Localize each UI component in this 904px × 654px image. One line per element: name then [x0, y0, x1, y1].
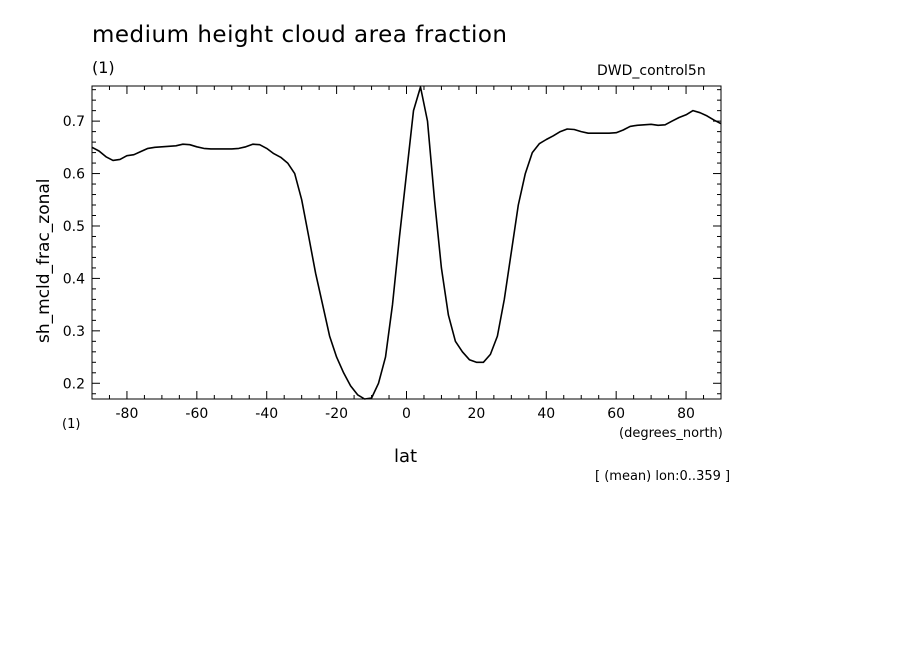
chart-units-label: (1) [92, 58, 115, 77]
dataset-name-label: DWD_control5n [597, 63, 706, 79]
y-tick-label: 0.3 [63, 324, 85, 340]
x-tick-label: 60 [607, 406, 625, 422]
x-tick-label: -60 [185, 406, 208, 422]
averaging-note: [ (mean) lon:0..359 ] [595, 469, 731, 484]
y-tick-label: 0.4 [63, 271, 85, 287]
y-tick-label: 0.2 [63, 376, 85, 392]
chart-title: medium height cloud area fraction [92, 22, 508, 48]
x-axis-units: (degrees_north) [619, 426, 723, 441]
x-tick-label: -20 [325, 406, 348, 422]
x-tick-label: 80 [677, 406, 695, 422]
y-axis-units: (1) [62, 417, 81, 432]
plot-frame [91, 85, 722, 400]
x-tick-label: -80 [116, 406, 139, 422]
y-tick-label: 0.5 [63, 219, 85, 235]
x-tick-label: 20 [467, 406, 485, 422]
x-tick-label: -40 [255, 406, 278, 422]
y-tick-label: 0.7 [63, 114, 85, 130]
x-tick-label: 40 [537, 406, 555, 422]
series-line [91, 86, 722, 400]
y-tick-label: 0.6 [63, 167, 85, 183]
x-axis-label: lat [394, 446, 418, 467]
x-tick-label: 0 [402, 406, 411, 422]
